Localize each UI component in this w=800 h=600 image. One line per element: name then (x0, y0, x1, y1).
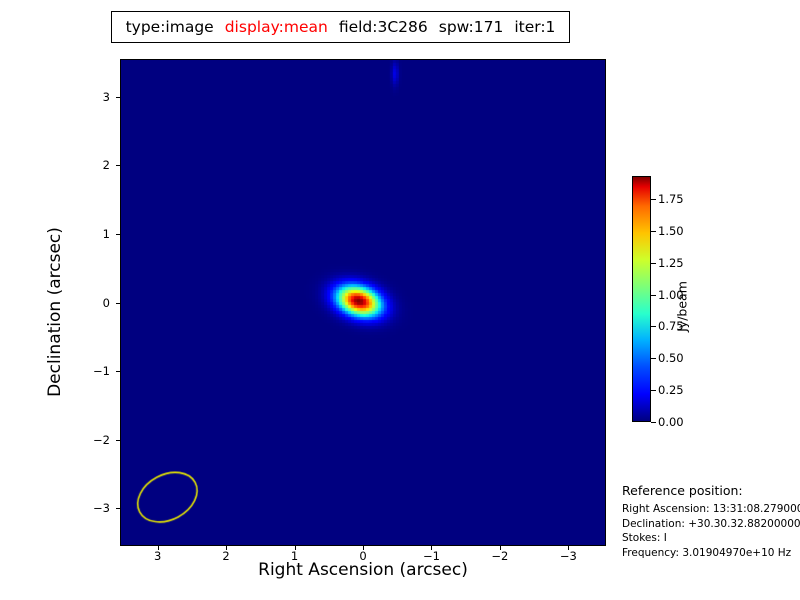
colorbar-tick (651, 294, 656, 296)
title-segment-display: display:mean (224, 18, 328, 36)
colorbar-tick-label: 1.00 (658, 287, 684, 302)
x-axis-tick (294, 546, 296, 550)
colorbar-tick (651, 390, 656, 392)
colorbar-tick-label: 0.75 (658, 319, 684, 334)
x-axis-tick-label: 0 (359, 549, 367, 563)
y-axis-tick-label: −1 (93, 364, 110, 379)
image-info-title-bar: type:image display:mean field:3C286 spw:… (111, 11, 570, 43)
x-axis-tick-label: 3 (153, 549, 162, 563)
reference-frequency: Frequency: 3.01904970e+10 Hz (622, 546, 792, 559)
colorbar-gradient (632, 176, 651, 422)
title-segment-spw: spw:171 (438, 18, 504, 36)
y-axis-tick-label: 2 (102, 158, 110, 173)
reference-right-ascension: Right Ascension: 13:31:08.27900000 (622, 503, 800, 515)
colorbar-tick-label: 1.75 (658, 191, 684, 206)
colorbar-unit-label: Jy/beam (674, 281, 690, 332)
sky-image-canvas (121, 60, 605, 545)
x-axis-tick (499, 546, 501, 550)
sky-image-plot[interactable] (120, 59, 606, 546)
x-axis-tick (431, 546, 433, 550)
reference-position-heading: Reference position: (622, 483, 743, 498)
y-axis-tick-label: 1 (102, 226, 110, 241)
colorbar-tick-label: 0.00 (658, 415, 684, 429)
colorbar[interactable] (632, 176, 656, 423)
colorbar-tick (651, 230, 656, 232)
reference-stokes: Stokes: I (622, 532, 667, 544)
colorbar-tick-label: 0.25 (658, 383, 684, 398)
x-axis-tick (363, 546, 364, 550)
x-axis-tick (226, 546, 228, 550)
x-axis-tick-label: −3 (559, 549, 577, 563)
y-axis-tick (116, 165, 120, 167)
y-axis-tick (116, 302, 120, 304)
x-axis-tick-label: −2 (491, 549, 509, 563)
title-segment-iter: iter:1 (514, 18, 556, 36)
y-axis-tick (116, 508, 120, 510)
title-segment-field: field:3C286 (338, 18, 428, 36)
x-axis-tick (157, 546, 159, 550)
x-axis-tick-label: −1 (422, 549, 440, 563)
colorbar-tick (651, 326, 656, 328)
colorbar-tick (651, 358, 656, 360)
y-axis-tick-label: 0 (102, 295, 110, 310)
y-axis-tick-label: −3 (93, 501, 110, 516)
colorbar-tick-label: 1.25 (658, 255, 684, 270)
y-axis-tick (116, 233, 120, 235)
y-axis-tick-label: −2 (93, 432, 110, 447)
colorbar-tick-label: 0.50 (658, 351, 684, 366)
x-axis-label: Right Ascension (arcsec) (258, 560, 468, 580)
y-axis-tick (116, 371, 120, 373)
y-axis-label: Declination (arcsec) (45, 227, 65, 397)
colorbar-tick (651, 262, 656, 264)
reference-declination: Declination: +30.30.32.88200000 (622, 517, 800, 530)
y-axis-tick-label: 3 (102, 89, 110, 104)
y-axis-tick (116, 439, 120, 441)
reference-position-block: Reference position: Right Ascension: 13:… (622, 483, 800, 560)
colorbar-tick (651, 422, 656, 423)
x-axis-tick-label: 1 (290, 549, 299, 563)
x-axis-tick-label: 2 (222, 549, 230, 563)
colorbar-tick (651, 198, 656, 200)
x-axis-tick (568, 546, 570, 550)
title-segment-type: type:image (125, 18, 214, 36)
y-axis-tick (116, 96, 120, 98)
colorbar-tick-label: 1.50 (658, 223, 684, 238)
